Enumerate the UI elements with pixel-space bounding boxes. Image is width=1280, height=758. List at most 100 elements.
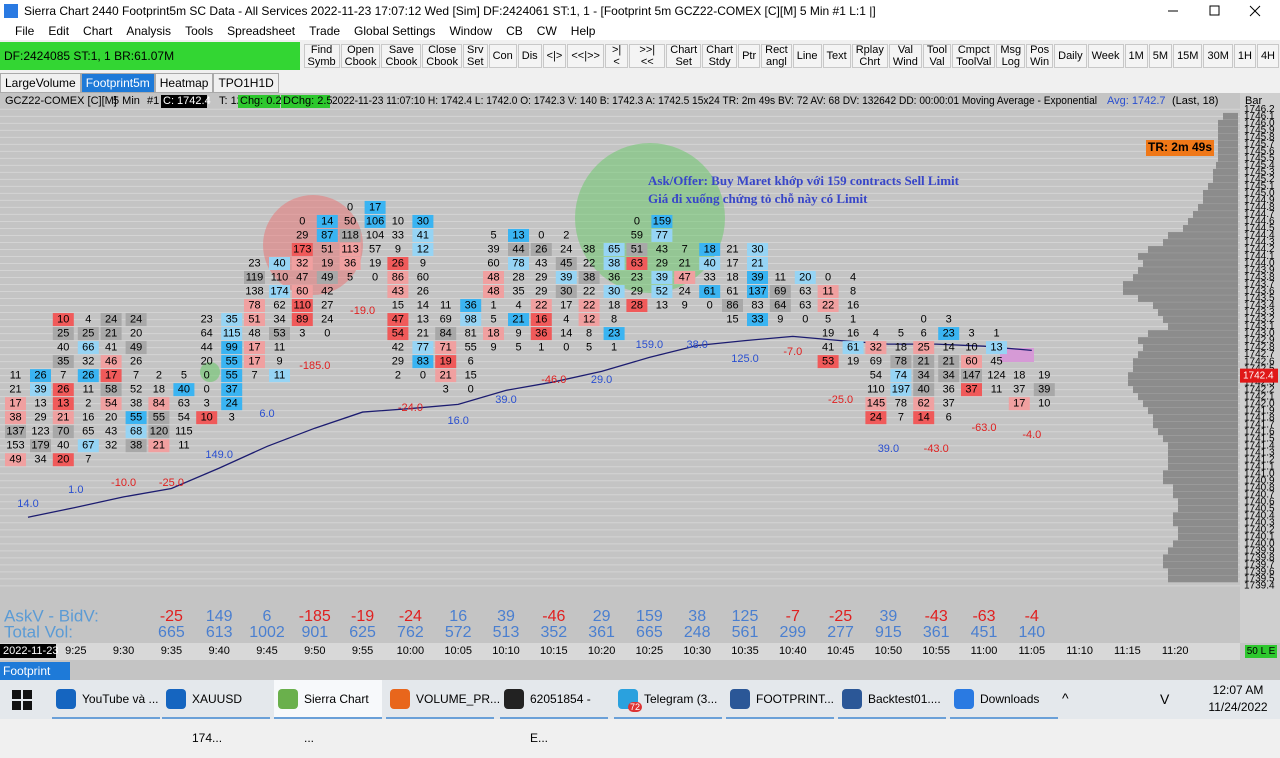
bid-volume: 2	[395, 370, 401, 382]
chart-tab[interactable]: Footprint5m	[80, 73, 155, 93]
chart-tab[interactable]: LargeVolume	[0, 73, 81, 93]
bid-cell	[244, 355, 265, 369]
toolbar-button[interactable]: Daily	[1054, 44, 1087, 68]
taskbar-item[interactable]: FOOTPRINT...	[726, 680, 834, 719]
ask-cell	[316, 228, 338, 242]
bid-cell	[100, 355, 122, 369]
taskbar-item[interactable]: XAUUSD 174...	[162, 680, 270, 745]
taskbar-item[interactable]: 62051854 - E...	[500, 680, 608, 745]
y-tick-label: 1745.9	[1244, 125, 1275, 136]
toolbar-button[interactable]: Open Cbook	[340, 44, 381, 68]
toolbar-button[interactable]: 5M	[1148, 44, 1173, 68]
toolbar-button[interactable]: Val Wind	[888, 44, 922, 68]
profile-bar	[1218, 140, 1238, 148]
bid-volume: 17	[9, 398, 21, 410]
ask-volume: 7	[133, 370, 139, 382]
highlight-circle	[200, 362, 220, 382]
toolbar-button[interactable]: <|>	[542, 44, 567, 68]
ask-volume: 36	[943, 384, 955, 396]
button-label: Dis	[521, 50, 538, 62]
bar-delta: 125	[732, 608, 759, 625]
taskbar-item[interactable]: Sierra Chart ...	[274, 680, 382, 745]
start-button[interactable]	[12, 690, 32, 710]
bid-volume: 54	[105, 398, 117, 410]
menu-item[interactable]: Trade	[309, 24, 341, 38]
menu-item[interactable]: Help	[570, 24, 596, 38]
profile-bar	[1178, 505, 1238, 513]
ask-volume: 24	[321, 313, 333, 325]
ask-volume: 45	[990, 356, 1002, 368]
toolbar-button[interactable]: Pos Win	[1026, 44, 1054, 68]
toolbar-button[interactable]: 4H	[1256, 44, 1279, 68]
toolbar-button[interactable]: Save Cbook	[381, 44, 422, 68]
toolbar-button[interactable]: Week	[1087, 44, 1124, 68]
tray-arrow[interactable]: ^	[1062, 690, 1069, 706]
taskbar-item[interactable]: Telegram (3...	[614, 680, 722, 719]
menu-item[interactable]: Global Settings	[354, 24, 436, 38]
taskbar-item[interactable]: YouTube và ...	[52, 680, 160, 719]
toolbar-button[interactable]: 30M	[1203, 44, 1233, 68]
toolbar-button[interactable]: 15M	[1173, 44, 1203, 68]
menu-item[interactable]: File	[15, 24, 35, 38]
taskbar-item[interactable]: Downloads	[950, 680, 1058, 719]
toolbar-button[interactable]: Ptr	[738, 44, 761, 68]
menu-item[interactable]: Tools	[185, 24, 214, 38]
ask-volume: 52	[656, 285, 668, 297]
keyboard-indicator[interactable]: V	[1160, 691, 1170, 707]
menu-item[interactable]: Edit	[48, 24, 70, 38]
toolbar-button[interactable]: Find Symb	[303, 44, 340, 68]
ask-volume: 17	[369, 201, 381, 213]
toolbar-button[interactable]: Tool Val	[922, 44, 952, 68]
bid-volume: 21	[57, 412, 69, 424]
toolbar-button[interactable]: 1H	[1233, 44, 1256, 68]
toolbar-button[interactable]: >|<	[604, 44, 629, 68]
toolbar-button[interactable]: <<|>>	[567, 44, 604, 68]
toolbar-button[interactable]: Close Cbook	[422, 44, 463, 68]
bid-volume: 11	[775, 271, 786, 283]
bottom-tab[interactable]: Footprint 5m	[0, 662, 70, 696]
menu-item[interactable]: CB	[506, 24, 523, 38]
clock-date[interactable]: 11/24/2022	[1208, 700, 1268, 714]
clock-time[interactable]: 12:07 AM	[1212, 683, 1264, 697]
window-controls[interactable]	[1150, 0, 1280, 22]
ask-volume: 55	[465, 342, 477, 354]
bid-cell	[52, 425, 74, 439]
toolbar-button[interactable]: Srv Set	[463, 44, 488, 68]
menu-item[interactable]: Chart	[83, 24, 113, 38]
toolbar-button[interactable]: Text	[822, 44, 851, 68]
bid-cell	[52, 453, 74, 467]
ask-volume: 34	[943, 370, 955, 382]
menu-item[interactable]: Analysis	[126, 24, 172, 38]
x-tick-label: 11:20	[1162, 645, 1189, 657]
taskbar-item[interactable]: Backtest01....	[838, 680, 946, 719]
toolbar-button[interactable]: Dis	[517, 44, 542, 68]
bid-cell	[291, 313, 313, 327]
profile-bar	[1138, 295, 1238, 302]
menu-item[interactable]: Spreadsheet	[227, 24, 296, 38]
menu-item[interactable]: Window	[449, 24, 493, 38]
ask-volume: 38	[130, 398, 142, 410]
toolbar-button[interactable]: Rect angl	[761, 44, 792, 68]
toolbar-button[interactable]: Cmpct ToolVal	[952, 44, 996, 68]
toolbar-button[interactable]: >>|<<	[629, 44, 666, 68]
ask-volume: 83	[417, 356, 429, 368]
toolbar-button[interactable]: 1M	[1124, 44, 1148, 68]
toolbar-button[interactable]: Msg Log	[996, 44, 1026, 68]
toolbar-button[interactable]: Chart Set	[666, 44, 702, 68]
ask-cell	[508, 313, 529, 327]
ask-cell	[842, 341, 864, 355]
toolbar-button[interactable]: Chart Stdy	[702, 44, 738, 68]
menu-bar: File Edit Chart Analysis Tools Spreadsheet Tra…	[0, 22, 1280, 40]
ask-volume: 78	[895, 356, 907, 368]
taskbar-item[interactable]: VOLUME_PR...	[386, 680, 500, 719]
chart-tab[interactable]: Heatmap	[154, 73, 214, 93]
menu-item[interactable]: CW	[536, 24, 557, 38]
toolbar-button[interactable]: Rplay Chrt	[851, 44, 888, 68]
chart-tab[interactable]: TPO1H1D	[213, 73, 279, 93]
toolbar-button[interactable]: Con	[488, 44, 517, 68]
ask-volume: 14	[417, 299, 429, 311]
chart: 2022-11-23 TR: 2m 49s Ask/Offer: Buy Mar…	[0, 93, 1280, 680]
header-avg-params: (Last, 18)	[1172, 95, 1218, 107]
bid-cell	[626, 242, 648, 256]
toolbar-button[interactable]: Line	[792, 44, 822, 68]
